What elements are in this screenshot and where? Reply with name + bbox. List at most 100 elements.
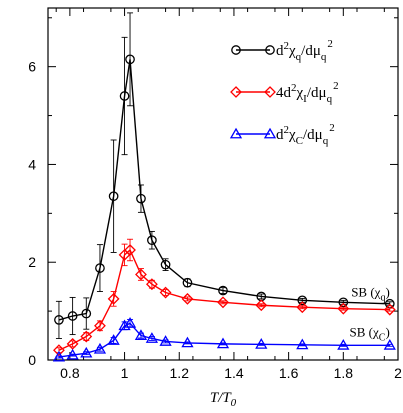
annotation-sub: C bbox=[379, 333, 386, 344]
axis-ticks: 0.8 1 1.2 1.4 1.6 1.8 2 0 2 4 6 bbox=[28, 8, 402, 381]
data-point bbox=[296, 301, 309, 314]
data-point bbox=[108, 191, 119, 202]
x-tick-label: 1.6 bbox=[279, 365, 299, 381]
legend-label-part: 2 bbox=[291, 82, 297, 94]
x-tick-label: 0.8 bbox=[60, 365, 80, 381]
data-point bbox=[297, 295, 308, 306]
data-point bbox=[217, 296, 229, 309]
data-point bbox=[160, 259, 171, 270]
x-tick-label: 1.4 bbox=[224, 365, 244, 381]
legend-marker bbox=[230, 86, 242, 98]
data-point bbox=[52, 350, 66, 362]
data-point bbox=[134, 329, 148, 340]
data-point bbox=[337, 339, 350, 350]
legend-label-part: χ bbox=[288, 43, 296, 59]
plot-frame bbox=[47, 7, 399, 361]
annotations: SB (χq)SB (χC) bbox=[350, 284, 390, 343]
legend-marker bbox=[263, 127, 277, 139]
data-point bbox=[53, 344, 65, 357]
data-point bbox=[338, 297, 349, 308]
legend-label-part: q bbox=[327, 93, 333, 105]
series-1 bbox=[53, 238, 396, 357]
data-point bbox=[80, 346, 93, 358]
legend-label-part: 2 bbox=[284, 124, 290, 136]
data-point bbox=[181, 336, 194, 348]
legend-label: d2χC/dμq2 bbox=[276, 122, 335, 147]
annotation-end: ) bbox=[385, 325, 389, 340]
legend-entry-0: d2χq/dμq2 bbox=[231, 38, 333, 63]
annotation-main: SB (χ bbox=[351, 284, 380, 299]
legend-label-part: χ bbox=[296, 85, 304, 101]
x-axis-title: T/T0 bbox=[210, 390, 237, 409]
series-line bbox=[58, 322, 390, 358]
data-point bbox=[107, 334, 120, 345]
data-point bbox=[145, 278, 158, 291]
data-point bbox=[93, 342, 107, 354]
series-0 bbox=[54, 12, 395, 339]
data-point bbox=[147, 235, 157, 246]
x-axis-title-main: T/T bbox=[210, 390, 233, 406]
data-point bbox=[54, 315, 64, 325]
data-point bbox=[107, 292, 120, 305]
legend-label-part: q bbox=[323, 135, 329, 147]
data-point bbox=[66, 348, 79, 360]
data-point bbox=[135, 268, 147, 281]
series-2 bbox=[52, 317, 396, 362]
legend-marker bbox=[231, 45, 241, 55]
data-point bbox=[337, 302, 350, 315]
data-point bbox=[119, 91, 130, 101]
y-tick-label: 0 bbox=[28, 352, 36, 368]
legend-label-part: I bbox=[303, 93, 307, 105]
data-point bbox=[95, 263, 105, 273]
data-point bbox=[216, 337, 230, 349]
y-tick-label: 4 bbox=[28, 156, 36, 172]
annotation-1: SB (χC) bbox=[350, 325, 390, 344]
data-point bbox=[67, 311, 78, 321]
legend-label: 4d2χI/dμq2 bbox=[276, 80, 339, 105]
y-tick-label: 2 bbox=[28, 254, 36, 270]
legend-label-part: /dμ bbox=[303, 127, 323, 143]
legend-label-part: /dμ bbox=[307, 85, 327, 101]
data-point bbox=[80, 330, 93, 343]
data-point bbox=[159, 286, 172, 299]
legend-label-part: 2 bbox=[329, 122, 335, 134]
data-point bbox=[159, 335, 172, 346]
legend-label: d2χq/dμq2 bbox=[276, 38, 333, 63]
series-layer bbox=[52, 12, 396, 362]
x-axis-title-subscript: 0 bbox=[231, 397, 237, 409]
legend-marker bbox=[265, 45, 275, 55]
legend-label-part: q bbox=[296, 51, 302, 63]
data-point bbox=[182, 277, 193, 288]
x-tick-label: 1.8 bbox=[334, 365, 354, 381]
data-point bbox=[94, 319, 106, 332]
data-point bbox=[218, 285, 228, 296]
legend-entry-1: 4d2χI/dμq2 bbox=[230, 80, 339, 105]
data-point bbox=[181, 292, 194, 305]
data-point bbox=[124, 244, 136, 256]
x-tick-label: 1 bbox=[121, 365, 129, 381]
data-point bbox=[255, 338, 268, 349]
legend-label-part: 2 bbox=[284, 40, 290, 52]
y-tick-label: 6 bbox=[28, 59, 36, 75]
data-point bbox=[255, 299, 268, 312]
legend-label-part: χ bbox=[288, 127, 296, 143]
annotation-end: ) bbox=[385, 284, 389, 299]
annotation-0: SB (χq) bbox=[351, 284, 390, 303]
x-tick-label: 1.2 bbox=[170, 365, 190, 381]
data-point bbox=[81, 308, 92, 319]
legend-label-part: 2 bbox=[327, 38, 333, 50]
legend-label-part: q bbox=[321, 51, 327, 63]
data-point bbox=[125, 54, 135, 65]
legend-entry-2: d2χC/dμq2 bbox=[229, 122, 335, 147]
data-point bbox=[118, 319, 131, 331]
annotation-sub: q bbox=[380, 292, 385, 303]
data-point bbox=[136, 193, 146, 204]
legend-label-part: 4d bbox=[276, 85, 292, 101]
legend-label-part: d bbox=[276, 127, 284, 143]
legend-label-part: C bbox=[296, 135, 303, 147]
data-point bbox=[296, 338, 309, 350]
series-line bbox=[58, 248, 390, 351]
